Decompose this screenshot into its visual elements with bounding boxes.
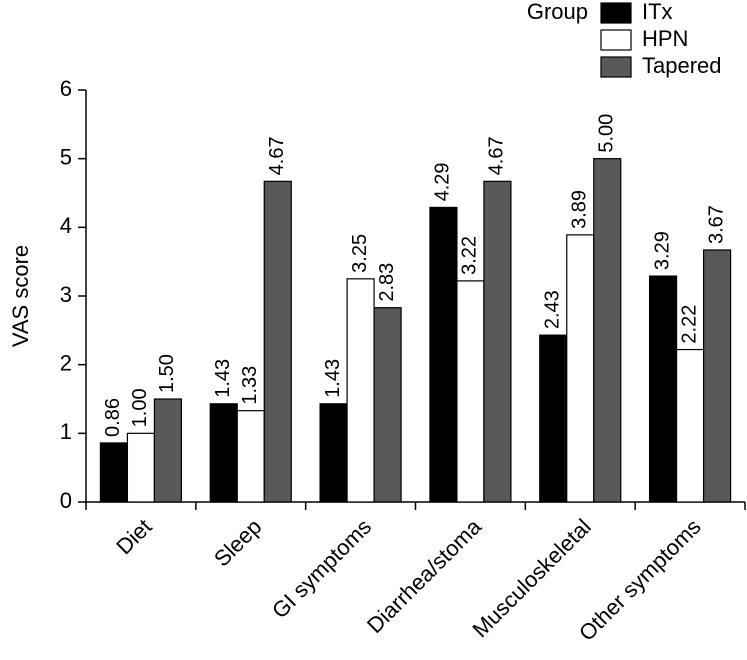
- value-label: 3.22: [459, 236, 481, 275]
- value-label: 4.29: [432, 162, 454, 201]
- bar: [593, 158, 622, 503]
- y-tick-label: 4: [60, 213, 72, 238]
- value-label: 0.86: [102, 398, 124, 437]
- bar: [702, 249, 732, 503]
- bar: [456, 280, 485, 503]
- bar: [566, 234, 595, 503]
- x-tick-label: Sleep: [209, 514, 266, 571]
- x-tick-label: GI symptoms: [267, 514, 376, 623]
- bar: [319, 403, 348, 503]
- bar: [236, 410, 265, 503]
- value-label: 1.43: [212, 359, 234, 398]
- bar: [263, 180, 292, 503]
- x-tick-label: Diet: [111, 514, 156, 559]
- bar: [99, 442, 129, 503]
- value-label: 5.00: [596, 114, 618, 153]
- value-label: 4.67: [266, 136, 288, 175]
- value-label: 3.67: [705, 205, 727, 244]
- bar: [153, 398, 183, 503]
- value-label: 1.00: [129, 388, 151, 427]
- y-tick-label: 5: [60, 144, 72, 169]
- bar: [209, 403, 238, 503]
- legend-label: HPN: [642, 26, 688, 51]
- bar: [429, 206, 458, 503]
- y-tick-label: 3: [60, 282, 72, 307]
- bar: [675, 348, 705, 503]
- y-tick-label: 6: [60, 76, 72, 101]
- y-tick-label: 1: [60, 419, 72, 444]
- x-tick-label: Musculoskeletal: [468, 514, 596, 642]
- value-label: 3.29: [651, 231, 673, 270]
- bar: [539, 334, 568, 503]
- value-label: 2.43: [542, 290, 564, 329]
- value-label: 1.50: [156, 354, 178, 393]
- value-label: 2.83: [376, 263, 398, 302]
- bar: [346, 278, 375, 503]
- bar: [126, 432, 156, 503]
- legend-label: ITx: [642, 0, 673, 24]
- y-axis-label: VAS score: [8, 245, 33, 347]
- value-label: 1.33: [239, 366, 261, 405]
- bar: [483, 180, 512, 503]
- x-tick-label: Diarrhea/stoma: [362, 513, 487, 638]
- value-label: 2.22: [678, 305, 700, 344]
- legend-swatch: [600, 56, 632, 78]
- legend-label: Tapered: [642, 53, 722, 78]
- bar: [648, 275, 678, 503]
- legend-title: Group: [527, 0, 588, 24]
- y-tick-label: 0: [60, 488, 72, 513]
- value-label: 4.67: [486, 136, 508, 175]
- value-label: 3.89: [569, 190, 591, 229]
- legend-swatch: [600, 29, 632, 51]
- value-label: 3.25: [349, 234, 371, 273]
- value-label: 1.43: [322, 359, 344, 398]
- y-tick-label: 2: [60, 350, 72, 375]
- bar: [373, 307, 402, 503]
- legend-swatch: [600, 2, 632, 24]
